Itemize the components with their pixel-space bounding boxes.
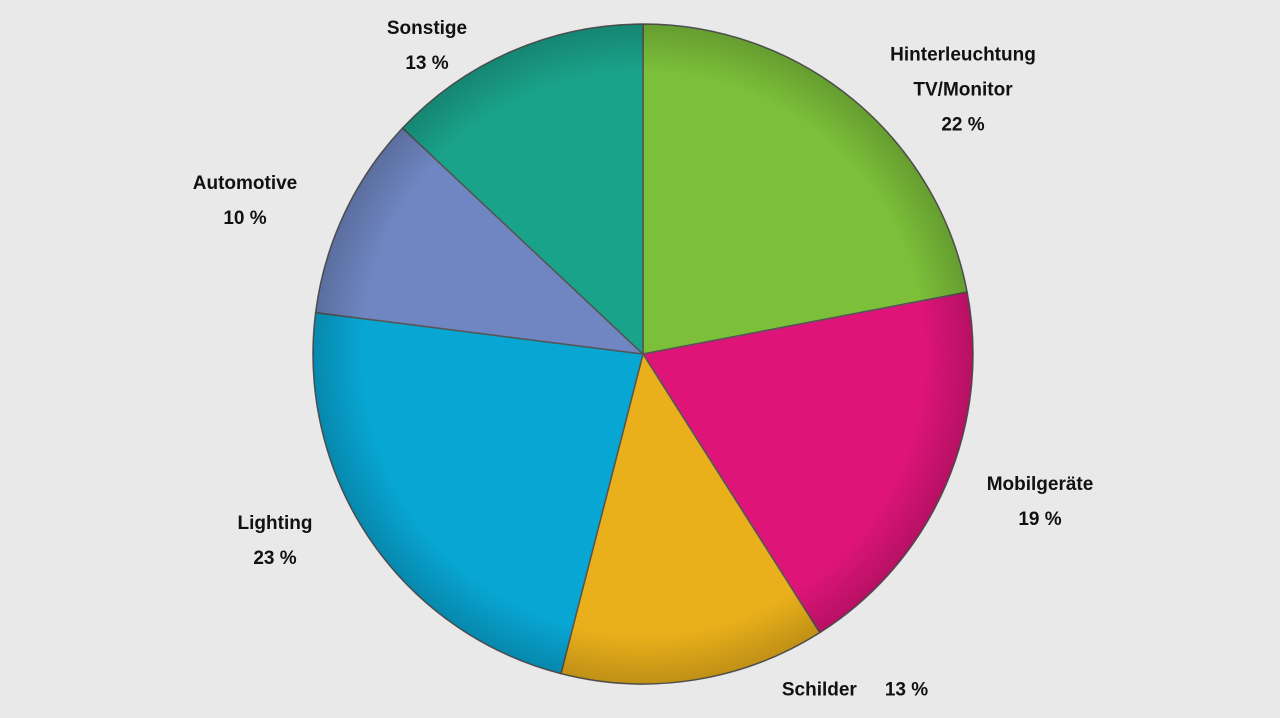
slice-label: Schilder 13 %	[725, 673, 985, 708]
category-label: Hinterleuchtung TV/Monitor	[890, 44, 1036, 101]
value-label: 23 %	[253, 548, 297, 569]
category-label: Sonstige	[386, 18, 468, 39]
value-label: 19 %	[1018, 509, 1062, 530]
slice-label: Lighting 23 %	[205, 506, 345, 576]
slice-label: Sonstige 13 %	[357, 11, 497, 81]
category-label: Automotive	[192, 173, 298, 194]
value-label: 13 %	[884, 679, 929, 701]
category-label: Schilder	[781, 679, 857, 701]
slice-label: Mobilgeräte 19 %	[950, 467, 1130, 537]
slice-label: Automotive 10 %	[165, 166, 325, 236]
category-label: Mobilgeräte	[986, 474, 1094, 495]
value-label: 10 %	[223, 208, 267, 229]
value-label: 22 %	[941, 114, 985, 136]
slice-label: Hinterleuchtung TV/Monitor 22 %	[848, 38, 1078, 143]
value-label: 13 %	[405, 53, 449, 74]
category-label: Lighting	[237, 513, 313, 534]
